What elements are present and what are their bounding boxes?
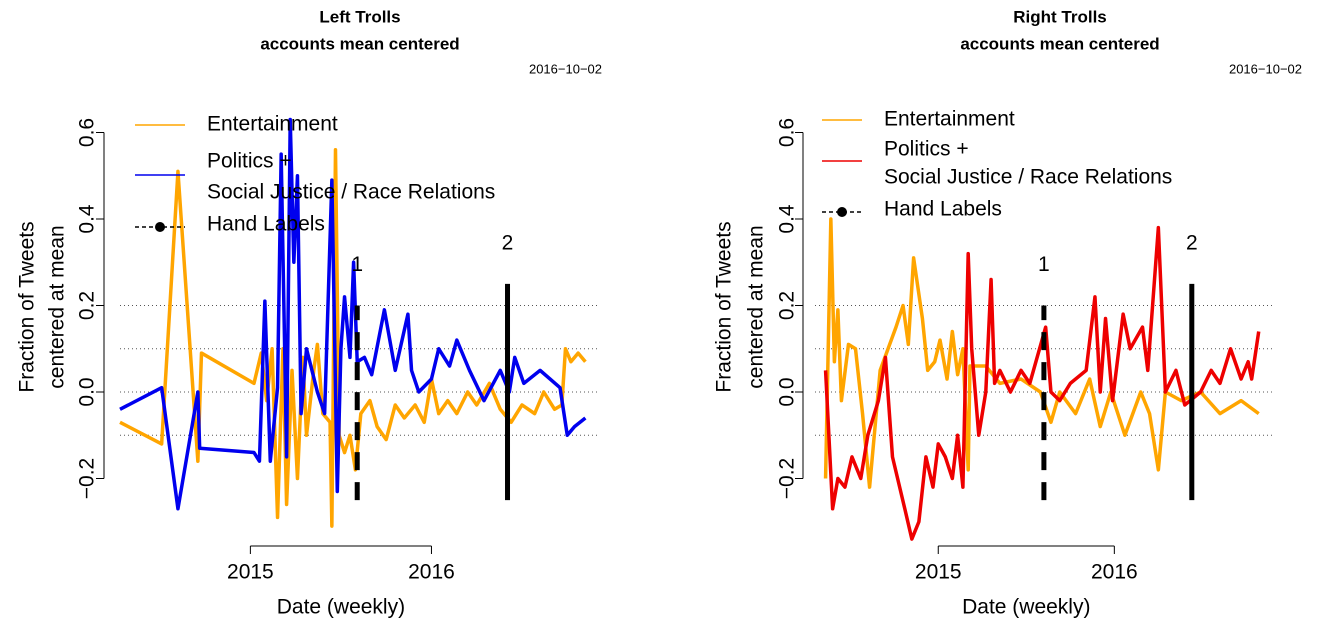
y-axis-title: Fraction of Tweets — [16, 221, 39, 392]
series-line — [119, 148, 587, 528]
legend-label: Hand Labels — [207, 213, 325, 236]
series-line — [119, 117, 587, 511]
y-tick-label: 0.6 — [776, 118, 799, 147]
legend-label: Entertainment — [207, 113, 338, 136]
y-tick-label: −0.2 — [776, 458, 799, 499]
hand-label-number: 1 — [1038, 253, 1050, 276]
series-line — [823, 225, 1261, 541]
legend-label: Social Justice / Race Relations — [207, 181, 495, 204]
chart-title: Right Trolls — [1013, 7, 1107, 26]
legend-label: Social Justice / Race Relations — [884, 166, 1172, 189]
y-tick-label: 0.0 — [776, 377, 799, 406]
hand-label-number: 2 — [1186, 231, 1198, 254]
y-tick-label: 0.0 — [76, 377, 99, 406]
x-tick-label: 2015 — [227, 561, 274, 584]
y-axis-title: Fraction of Tweets — [713, 221, 736, 392]
chart-title: accounts mean centered — [960, 34, 1159, 53]
y-tick-label: 0.4 — [76, 204, 99, 234]
x-axis-title: Date (weekly) — [962, 596, 1090, 619]
hand-label-number: 2 — [502, 231, 514, 254]
legend-label: Politics + — [884, 138, 969, 161]
annotation: 2016−10−02 — [1229, 61, 1302, 76]
y-tick-label: −0.2 — [76, 458, 99, 499]
y-tick-label: 0.6 — [76, 118, 99, 147]
chart-title: Left Trolls — [319, 7, 400, 26]
chart-title: accounts mean centered — [260, 34, 459, 53]
panel: Right Trolls accounts mean centered 2016−1… — [713, 7, 1302, 618]
y-axis-title: centered at mean — [745, 225, 768, 388]
legend-swatch-dot — [155, 222, 165, 232]
hand-label-number: 1 — [351, 253, 363, 276]
legend-swatch-dot — [837, 207, 847, 217]
x-tick-label: 2016 — [408, 561, 455, 584]
annotation: 2016−10−02 — [529, 61, 602, 76]
y-tick-label: 0.2 — [76, 291, 99, 320]
legend-label: Entertainment — [884, 108, 1015, 131]
x-axis-title: Date (weekly) — [277, 596, 405, 619]
y-tick-label: 0.2 — [776, 291, 799, 320]
x-tick-label: 2016 — [1091, 561, 1138, 584]
panel: Left Trolls accounts mean centered 2016−10… — [16, 7, 602, 618]
legend-label: Politics + — [207, 150, 292, 173]
x-tick-label: 2015 — [915, 561, 962, 584]
y-tick-label: 0.4 — [776, 204, 799, 234]
legend-label: Hand Labels — [884, 198, 1002, 221]
y-axis-title: centered at mean — [46, 225, 69, 388]
